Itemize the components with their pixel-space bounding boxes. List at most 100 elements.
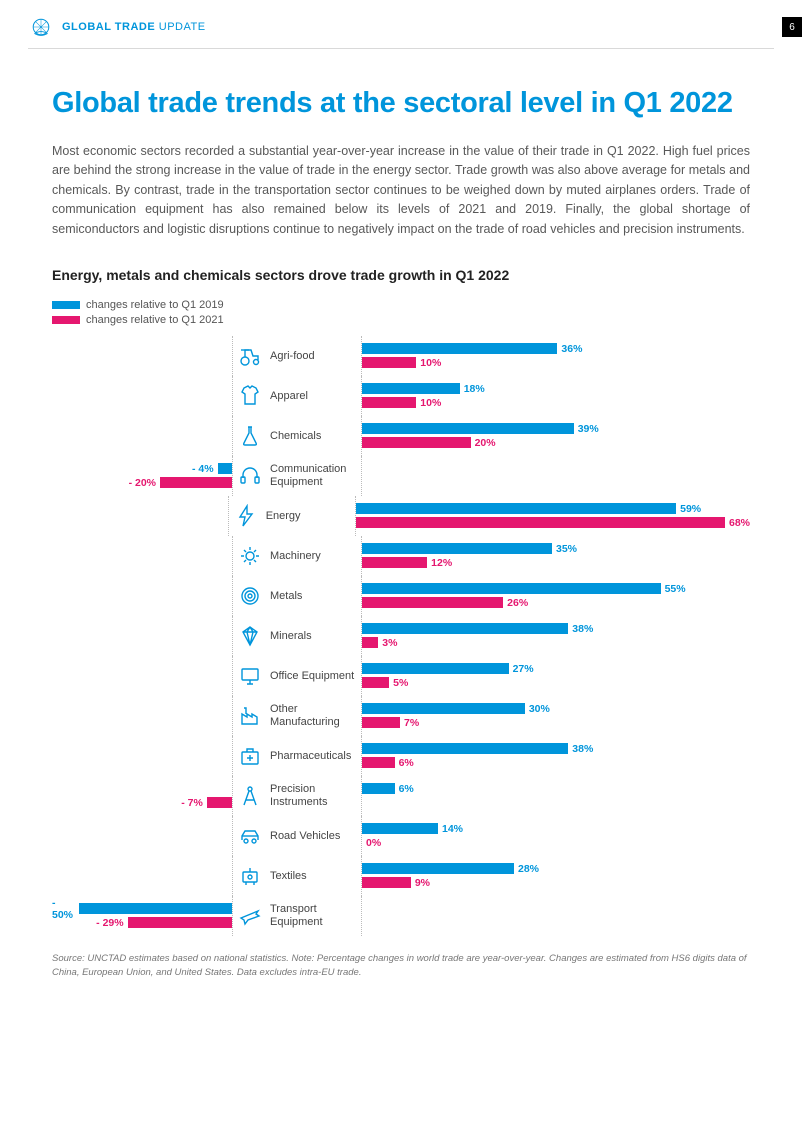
- bar-rect: [362, 357, 416, 368]
- sector-row: Pharmaceuticals38%6%: [52, 736, 750, 776]
- sector-row: - 7%Precision Instruments6%: [52, 776, 750, 816]
- sector-label: Other Manufacturing: [266, 696, 362, 736]
- neg-bar-b: [52, 837, 232, 848]
- bar-rect: [128, 917, 232, 928]
- pos-bar-b: [362, 477, 750, 488]
- pos-bar-a: 27%: [362, 663, 750, 674]
- neg-bar-zone: [52, 856, 232, 896]
- header-left: GLOBAL TRADE UPDATE: [28, 14, 206, 40]
- bar-rect: [207, 797, 232, 808]
- pos-bar-b: 10%: [362, 357, 750, 368]
- headset-icon: [238, 464, 262, 488]
- coil-icon: [238, 584, 262, 608]
- sector-icon-cell: [232, 776, 266, 816]
- bar-value-label: 0%: [366, 837, 381, 849]
- bar-rect: [362, 703, 525, 714]
- diamond-icon: [238, 624, 262, 648]
- pos-bar-b: [362, 917, 750, 928]
- pos-bar-a: 14%: [362, 823, 750, 834]
- pos-bar-a: 18%: [362, 383, 750, 394]
- bar-rect: [362, 423, 574, 434]
- neg-bar-a: [52, 583, 232, 594]
- page-number: 6: [782, 17, 802, 37]
- sector-row: Other Manufacturing30%7%: [52, 696, 750, 736]
- bar-value-label: 6%: [399, 757, 414, 769]
- monitor-icon: [238, 664, 262, 688]
- neg-bar-a: [52, 423, 232, 434]
- bar-value-label: 59%: [680, 503, 701, 515]
- page: GLOBAL TRADE UPDATE 6 Global trade trend…: [0, 0, 802, 1133]
- bar-rect: [362, 557, 427, 568]
- neg-bar-a: [52, 383, 232, 394]
- bar-rect: [362, 437, 471, 448]
- neg-bar-b: [52, 517, 228, 528]
- pos-bar-zone: [362, 896, 750, 936]
- sector-row: - 4%- 20%Communication Equipment: [52, 456, 750, 496]
- sector-icon-cell: [232, 656, 266, 696]
- sector-label: Precision Instruments: [266, 776, 362, 816]
- sector-label: Transport Equipment: [266, 896, 362, 936]
- sector-icon-cell: [228, 496, 261, 536]
- neg-bar-zone: [52, 336, 232, 376]
- bar-value-label: 12%: [431, 557, 452, 569]
- bar-value-label: 18%: [464, 383, 485, 395]
- bar-value-label: 14%: [442, 823, 463, 835]
- bar-rect: [362, 677, 389, 688]
- sector-label: Communication Equipment: [266, 456, 362, 496]
- neg-bar-a: [52, 343, 232, 354]
- pos-bar-b: 6%: [362, 757, 750, 768]
- neg-bar-b: [52, 397, 232, 408]
- sector-icon-cell: [232, 696, 266, 736]
- flask-icon: [238, 424, 262, 448]
- pos-bar-a: [362, 903, 750, 914]
- neg-bar-a: [52, 823, 232, 834]
- gear-icon: [238, 544, 262, 568]
- bar-value-label: 28%: [518, 863, 539, 875]
- pos-bar-b: 7%: [362, 717, 750, 728]
- neg-bar-b: [52, 597, 232, 608]
- pos-bar-a: 6%: [362, 783, 750, 794]
- neg-bar-a: [52, 623, 232, 634]
- bar-rect: [362, 783, 395, 794]
- bar-value-label: 30%: [529, 703, 550, 715]
- bar-value-label: 9%: [415, 877, 430, 889]
- sector-icon-cell: [232, 856, 266, 896]
- neg-bar-a: [52, 543, 232, 554]
- neg-bar-zone: [52, 616, 232, 656]
- chart-legend: changes relative to Q1 2019 changes rela…: [52, 299, 750, 326]
- neg-bar-b: [52, 357, 232, 368]
- bolt-icon: [234, 504, 258, 528]
- sector-row: Agri-food36% 10%: [52, 336, 750, 376]
- pos-bar-a: 59%: [356, 503, 750, 514]
- neg-bar-a: [52, 783, 232, 794]
- pos-bar-zone: 18%10%: [362, 376, 750, 416]
- pos-bar-zone: 30%7%: [362, 696, 750, 736]
- neg-bar-a: - 4%: [52, 463, 232, 474]
- bar-value-label: 55%: [665, 583, 686, 595]
- pos-bar-a: 35%: [362, 543, 750, 554]
- sector-row: Chemicals39%20%: [52, 416, 750, 456]
- neg-bar-zone: [52, 696, 232, 736]
- sector-label: Agri-food: [266, 336, 362, 376]
- pos-bar-a: 36%: [362, 343, 750, 354]
- pos-bar-b: 0%: [362, 837, 750, 848]
- neg-bar-b: [52, 557, 232, 568]
- bar-rect: [218, 463, 232, 474]
- bar-rect: [362, 663, 509, 674]
- pos-bar-zone: 28% 9%: [362, 856, 750, 896]
- intro-paragraph: Most economic sectors recorded a substan…: [52, 142, 750, 239]
- neg-bar-b: - 29%: [52, 917, 232, 928]
- sector-icon-cell: [232, 336, 266, 376]
- legend-item-a: changes relative to Q1 2019: [52, 299, 750, 311]
- sector-bar-chart: Agri-food36%10%Apparel18%10%Chemicals39%…: [52, 336, 750, 936]
- bar-value-label: 10%: [420, 357, 441, 369]
- pos-bar-b: [362, 797, 750, 808]
- neg-bar-zone: - 50%- 29%: [52, 896, 232, 936]
- pos-bar-b: 12%: [362, 557, 750, 568]
- neg-bar-a: [52, 703, 232, 714]
- pos-bar-b: 68%: [356, 517, 750, 528]
- neg-bar-a: [52, 863, 232, 874]
- sector-icon-cell: [232, 376, 266, 416]
- pos-bar-a: 30%: [362, 703, 750, 714]
- neg-bar-b: [52, 637, 232, 648]
